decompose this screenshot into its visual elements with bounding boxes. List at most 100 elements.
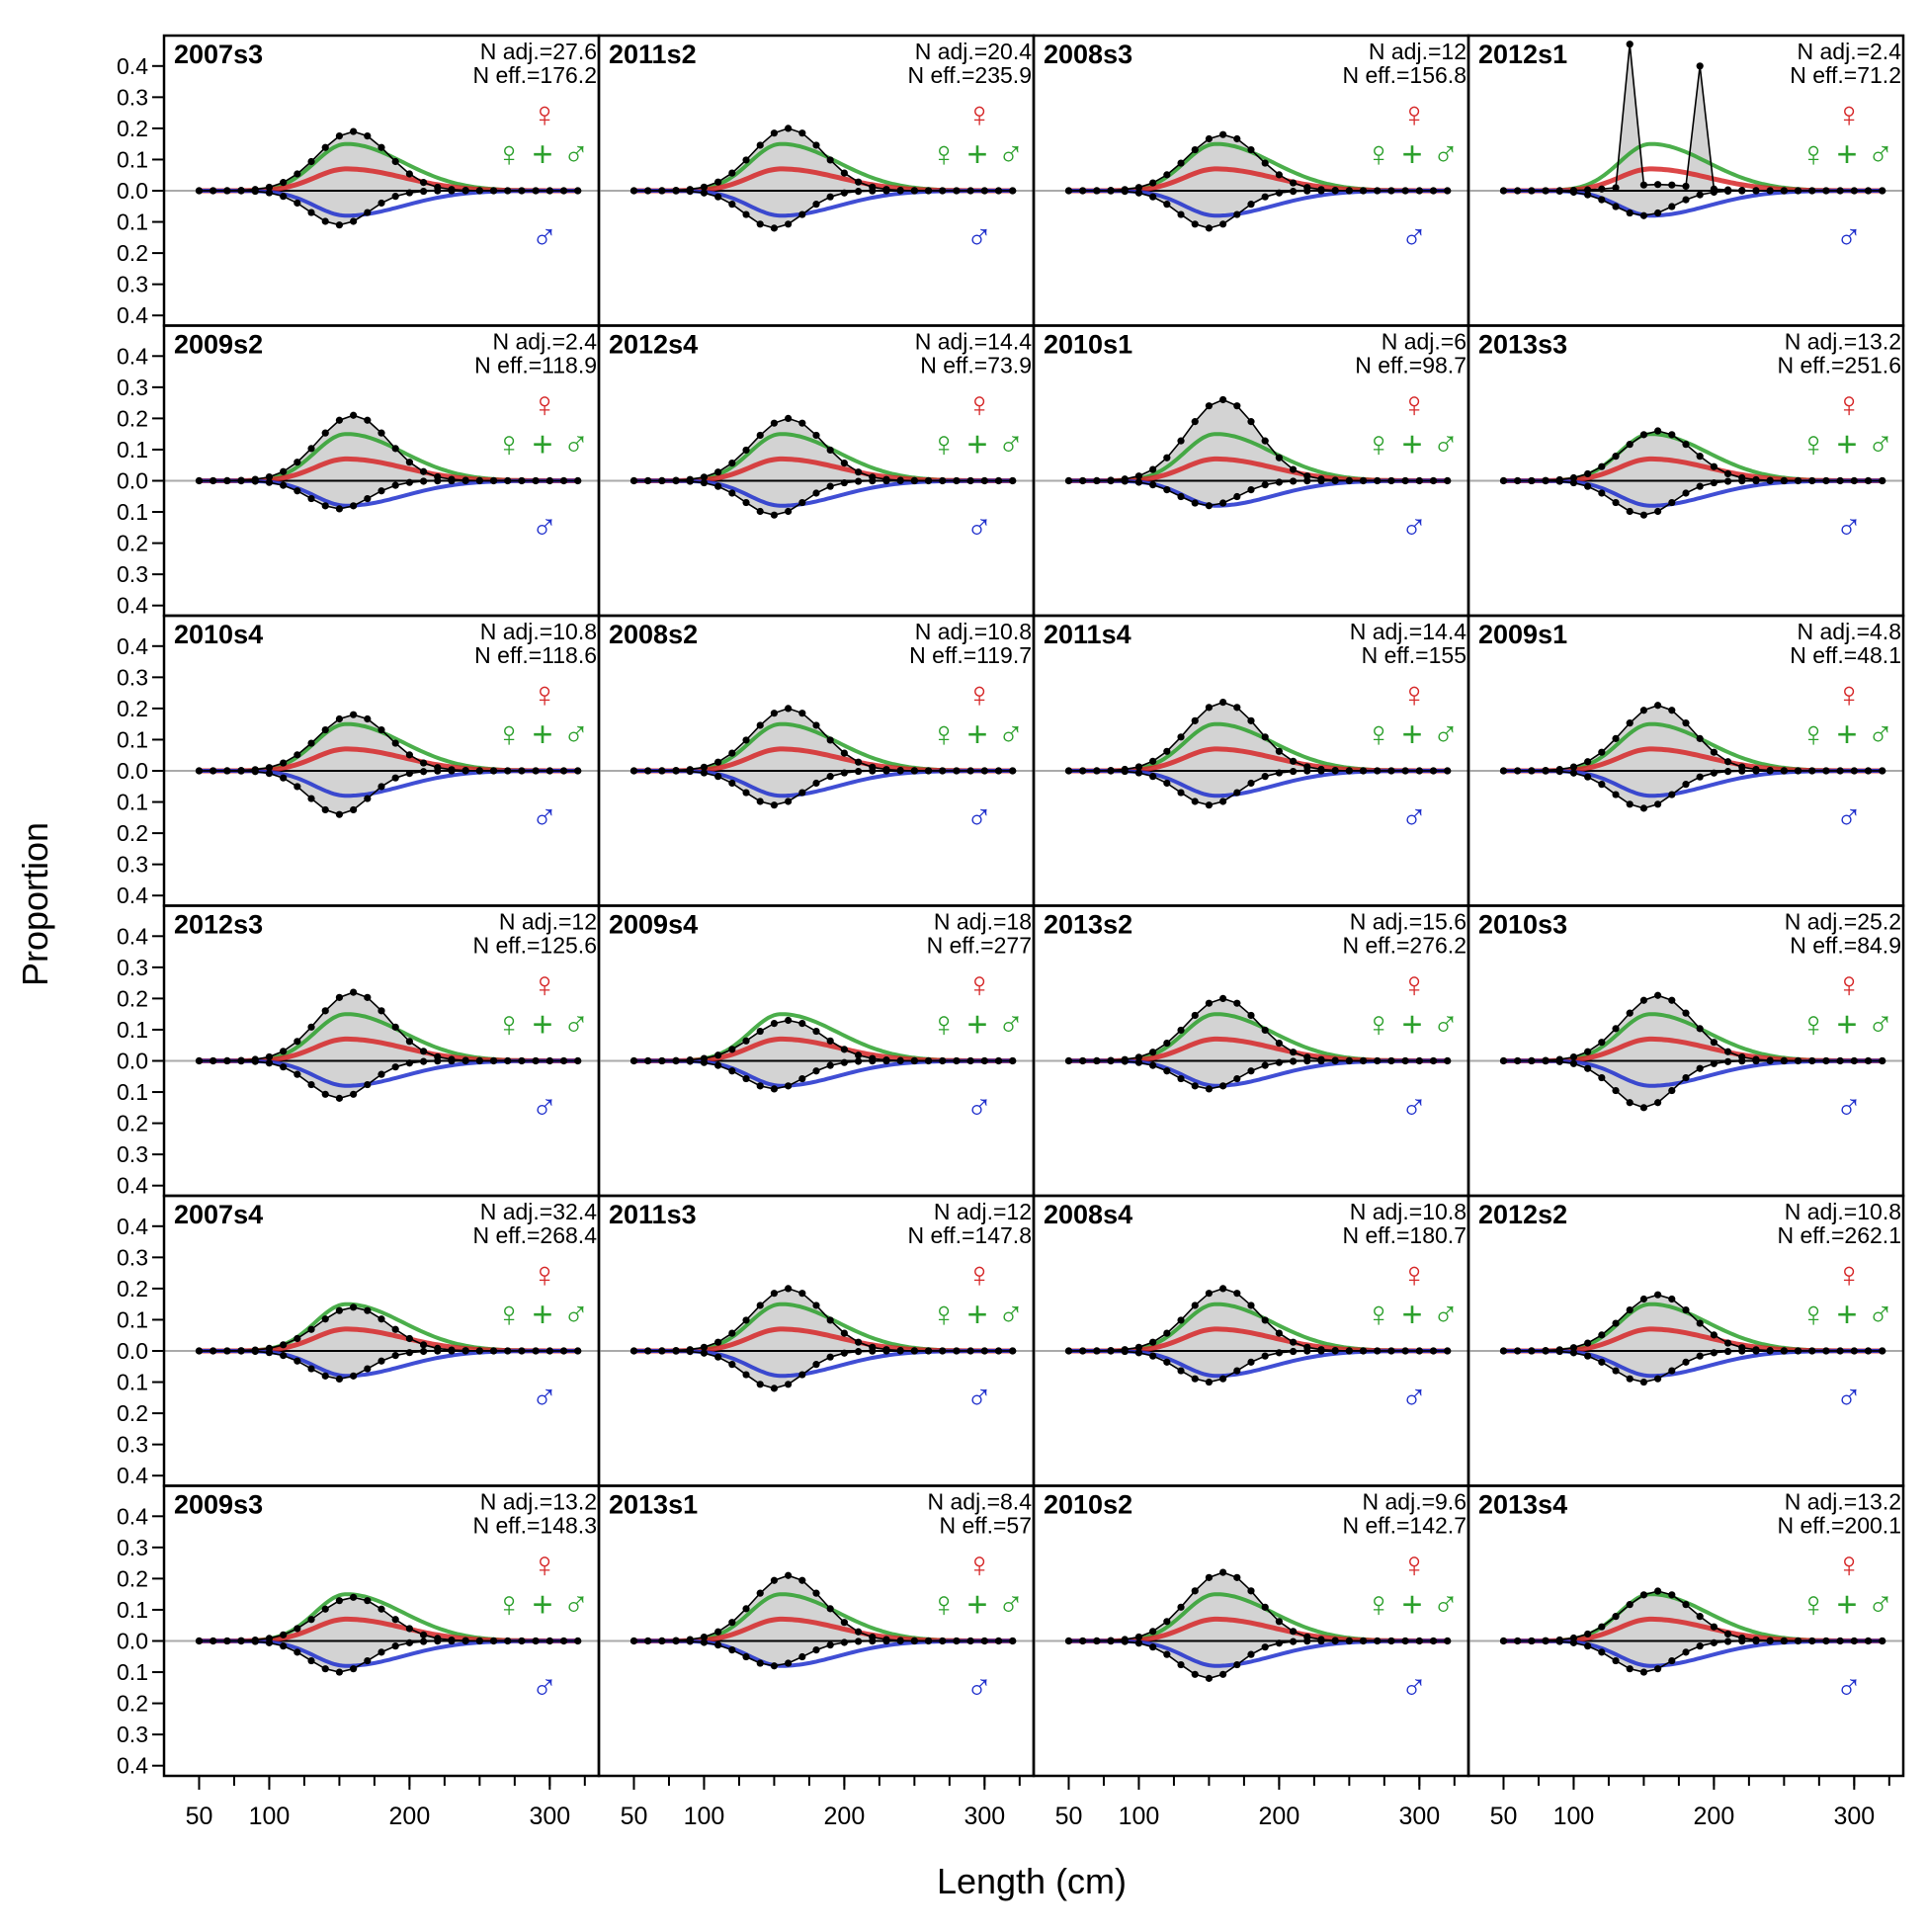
observed-female-point	[321, 143, 329, 151]
female-symbol: ♀	[1401, 1254, 1428, 1295]
observed-female-point	[364, 131, 372, 140]
observed-female-point	[1584, 1048, 1592, 1055]
observed-male-point	[1233, 1660, 1241, 1669]
panel-label: 2008s4	[1044, 1200, 1132, 1229]
observed-female-area	[199, 714, 578, 771]
observed-male-point	[1303, 1057, 1311, 1065]
observed-male-point	[223, 476, 231, 485]
combined-symbol: ♀ + ♂	[495, 1294, 589, 1334]
observed-female-point	[1134, 1633, 1143, 1641]
observed-male-point	[461, 1637, 469, 1645]
observed-male-point	[237, 187, 245, 195]
observed-male-point	[307, 1365, 315, 1373]
observed-male-line	[633, 479, 1013, 517]
observed-female-point	[1639, 707, 1648, 714]
n-eff-label: N eff.=235.9	[907, 62, 1032, 88]
observed-male-point	[994, 767, 1003, 775]
observed-male-point	[1275, 1349, 1283, 1357]
y-tick-label: 0.2	[117, 531, 148, 556]
panel-label: 2009s2	[174, 330, 263, 360]
observed-male-point	[223, 1347, 231, 1355]
x-axis-title: Length (cm)	[937, 1861, 1127, 1901]
observed-female-point	[293, 459, 301, 466]
observed-male-area	[1503, 1060, 1883, 1108]
observed-male-point	[700, 189, 709, 197]
observed-female-point	[714, 178, 722, 186]
observed-male-point	[770, 224, 779, 232]
observed-female-point	[1569, 473, 1578, 482]
observed-male-point	[489, 187, 498, 195]
observed-male-point	[1149, 1061, 1157, 1069]
observed-male-point	[1723, 768, 1732, 776]
observed-male-point	[1668, 203, 1676, 210]
observed-male-point	[910, 476, 918, 485]
observed-male-point	[728, 1645, 736, 1654]
observed-male-point	[335, 1094, 344, 1102]
panel-2010s4: 2010s4 N adj.=10.8N eff.=118.6 ♀♀ + ♂ ♂	[162, 614, 601, 907]
male-symbol: ♂	[1401, 507, 1428, 547]
observed-male-point	[1766, 1637, 1774, 1645]
observed-male-line	[1068, 479, 1448, 507]
x-tick-label: 100	[1119, 1803, 1160, 1830]
panel-label: 2009s1	[1478, 620, 1567, 649]
n-adj-label: N adj.=12	[499, 909, 597, 935]
panel-label: 2012s3	[174, 910, 263, 940]
observed-female-point	[280, 179, 288, 187]
observed-male-point	[953, 476, 961, 485]
observed-male-point	[1808, 767, 1816, 775]
observed-male-point	[756, 1659, 764, 1667]
observed-male-point	[1359, 1056, 1368, 1065]
n-eff-label: N eff.=276.2	[1342, 933, 1466, 959]
observed-female-point	[1191, 1302, 1199, 1309]
observed-male-point	[924, 767, 933, 775]
observed-male-point	[714, 1061, 722, 1069]
x-tick-label: 100	[684, 1803, 725, 1830]
observed-male-point	[391, 1063, 399, 1071]
n-eff-label: N eff.=251.6	[1777, 353, 1901, 378]
observed-male-point	[1879, 476, 1886, 485]
observed-female-point	[1233, 1573, 1241, 1581]
observed-female-point	[1654, 702, 1662, 710]
observed-female-point	[335, 1306, 344, 1314]
observed-male-point	[1415, 476, 1423, 485]
y-tick-label: 0.1	[117, 499, 148, 525]
observed-male-point	[1626, 1099, 1634, 1107]
observed-male-point	[1879, 1056, 1886, 1065]
observed-male-point	[1738, 1638, 1746, 1645]
observed-male-point	[1107, 1638, 1115, 1645]
combined-symbol: ♀ + ♂	[495, 1004, 589, 1045]
observed-male-point	[798, 1652, 806, 1661]
observed-male-point	[265, 1059, 274, 1067]
observed-male-point	[475, 1056, 483, 1065]
observed-male-point	[1528, 1637, 1536, 1645]
combined-symbol: ♀ + ♂	[1365, 1004, 1459, 1045]
observed-male-point	[1191, 1375, 1199, 1383]
observed-male-point	[798, 789, 806, 797]
observed-male-point	[1345, 476, 1353, 485]
observed-male-point	[1752, 767, 1760, 775]
observed-male-point	[1738, 1057, 1746, 1065]
observed-male-point	[1401, 476, 1409, 485]
observed-male-point	[1682, 1358, 1690, 1366]
observed-male-point	[1079, 1347, 1087, 1355]
panel-label: 2009s4	[609, 910, 698, 940]
observed-female-point	[728, 1046, 736, 1053]
observed-male-point	[532, 1637, 540, 1645]
observed-male-line	[633, 770, 1013, 806]
panel-plot-area	[599, 125, 1034, 232]
observed-male-point	[1107, 1347, 1115, 1355]
female-symbol: ♀	[966, 94, 993, 134]
observed-male-point	[293, 487, 301, 495]
y-tick-label: 0.4	[117, 923, 148, 949]
observed-female-point	[1626, 1009, 1634, 1017]
observed-female-point	[1612, 734, 1620, 742]
observed-female-point	[1639, 1591, 1648, 1599]
observed-male-point	[1009, 187, 1017, 195]
female-symbol: ♀	[966, 965, 993, 1005]
observed-female-point	[854, 1051, 863, 1059]
observed-female-point	[377, 725, 385, 734]
observed-female-point	[756, 141, 764, 149]
observed-female-point	[1261, 159, 1269, 167]
observed-male-point	[924, 1347, 933, 1355]
